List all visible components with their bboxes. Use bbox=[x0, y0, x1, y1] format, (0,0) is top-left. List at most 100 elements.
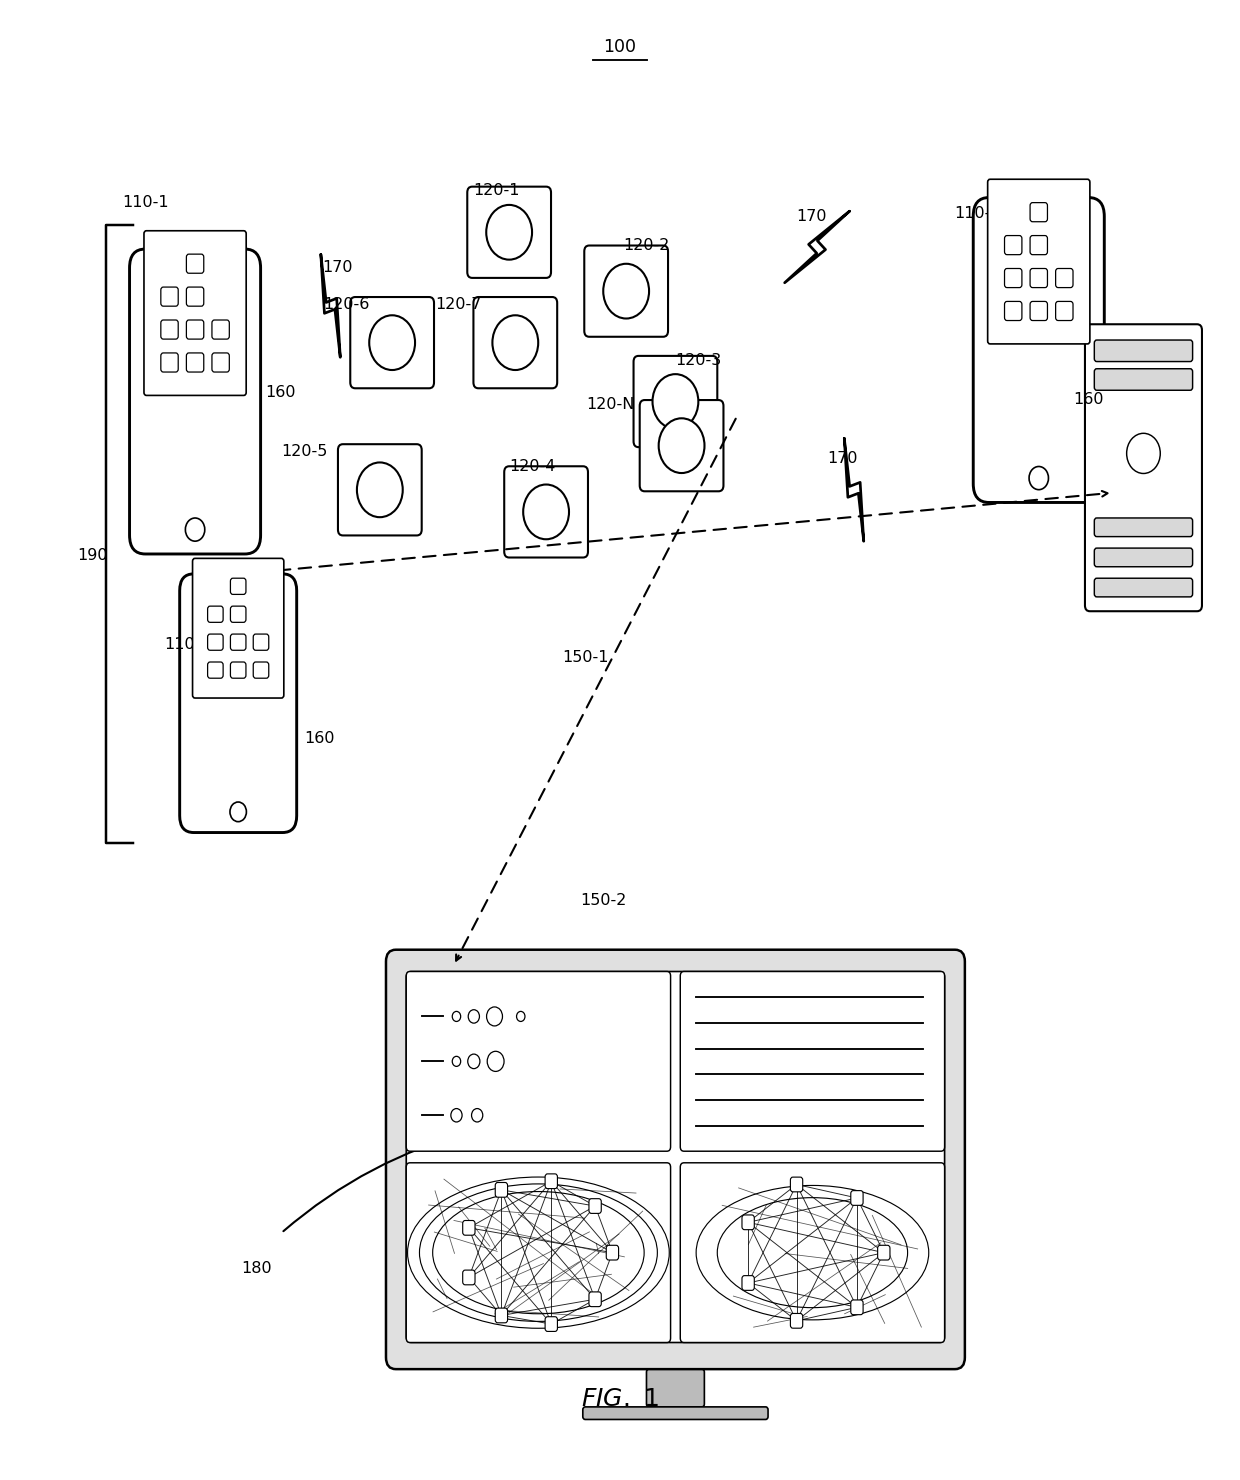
Text: 170: 170 bbox=[322, 260, 352, 275]
FancyBboxPatch shape bbox=[474, 297, 557, 388]
FancyBboxPatch shape bbox=[790, 1313, 802, 1328]
Text: 160: 160 bbox=[1074, 392, 1104, 407]
FancyBboxPatch shape bbox=[407, 971, 945, 1342]
Circle shape bbox=[357, 462, 403, 517]
FancyBboxPatch shape bbox=[1004, 302, 1022, 321]
FancyBboxPatch shape bbox=[546, 1174, 558, 1188]
FancyBboxPatch shape bbox=[495, 1183, 507, 1197]
FancyBboxPatch shape bbox=[386, 950, 965, 1369]
FancyBboxPatch shape bbox=[463, 1221, 475, 1236]
Circle shape bbox=[486, 1006, 502, 1026]
FancyBboxPatch shape bbox=[1055, 302, 1073, 321]
FancyBboxPatch shape bbox=[973, 197, 1105, 503]
Circle shape bbox=[603, 263, 649, 318]
Circle shape bbox=[453, 1011, 461, 1021]
FancyBboxPatch shape bbox=[186, 320, 203, 339]
Text: 120-6: 120-6 bbox=[324, 297, 370, 312]
FancyBboxPatch shape bbox=[634, 355, 717, 447]
Circle shape bbox=[185, 518, 205, 542]
Text: 170: 170 bbox=[827, 451, 857, 466]
FancyBboxPatch shape bbox=[231, 579, 246, 595]
FancyBboxPatch shape bbox=[212, 320, 229, 339]
FancyBboxPatch shape bbox=[192, 558, 284, 699]
Circle shape bbox=[229, 802, 247, 821]
Text: 100: 100 bbox=[604, 37, 636, 56]
FancyBboxPatch shape bbox=[878, 1245, 890, 1259]
FancyBboxPatch shape bbox=[495, 1308, 507, 1323]
FancyBboxPatch shape bbox=[546, 1317, 558, 1332]
Circle shape bbox=[517, 1011, 525, 1021]
FancyBboxPatch shape bbox=[681, 971, 945, 1151]
Circle shape bbox=[492, 315, 538, 370]
FancyBboxPatch shape bbox=[1004, 235, 1022, 255]
FancyBboxPatch shape bbox=[1085, 324, 1202, 611]
FancyBboxPatch shape bbox=[646, 1369, 704, 1407]
FancyBboxPatch shape bbox=[987, 179, 1090, 343]
Text: 120-N: 120-N bbox=[587, 397, 635, 411]
Text: 160: 160 bbox=[265, 385, 296, 400]
FancyBboxPatch shape bbox=[231, 662, 246, 678]
FancyBboxPatch shape bbox=[1095, 369, 1193, 391]
Circle shape bbox=[486, 204, 532, 259]
FancyBboxPatch shape bbox=[253, 633, 269, 650]
FancyBboxPatch shape bbox=[339, 444, 422, 536]
FancyBboxPatch shape bbox=[589, 1292, 601, 1307]
Text: 120-3: 120-3 bbox=[676, 352, 722, 367]
Text: 110-N: 110-N bbox=[164, 636, 213, 651]
FancyBboxPatch shape bbox=[1055, 268, 1073, 287]
FancyBboxPatch shape bbox=[231, 607, 246, 622]
Text: 170: 170 bbox=[796, 209, 827, 223]
FancyBboxPatch shape bbox=[161, 320, 179, 339]
Text: 110-2: 110-2 bbox=[954, 206, 1001, 221]
FancyBboxPatch shape bbox=[207, 607, 223, 622]
FancyBboxPatch shape bbox=[212, 352, 229, 371]
Circle shape bbox=[523, 484, 569, 539]
Circle shape bbox=[1029, 466, 1049, 490]
FancyBboxPatch shape bbox=[253, 662, 269, 678]
FancyBboxPatch shape bbox=[186, 352, 203, 371]
FancyBboxPatch shape bbox=[186, 255, 203, 274]
FancyBboxPatch shape bbox=[1095, 340, 1193, 361]
FancyBboxPatch shape bbox=[1030, 235, 1048, 255]
FancyBboxPatch shape bbox=[1095, 518, 1193, 537]
Text: 150-2: 150-2 bbox=[580, 892, 627, 907]
FancyBboxPatch shape bbox=[129, 249, 260, 554]
FancyBboxPatch shape bbox=[584, 246, 668, 337]
Circle shape bbox=[453, 1057, 461, 1067]
FancyBboxPatch shape bbox=[1030, 268, 1048, 287]
FancyBboxPatch shape bbox=[144, 231, 247, 395]
FancyBboxPatch shape bbox=[851, 1299, 863, 1314]
FancyBboxPatch shape bbox=[161, 352, 179, 371]
Text: 130: 130 bbox=[1122, 371, 1153, 386]
Text: 140: 140 bbox=[682, 1283, 713, 1298]
FancyBboxPatch shape bbox=[207, 633, 223, 650]
FancyBboxPatch shape bbox=[583, 1407, 768, 1419]
FancyBboxPatch shape bbox=[742, 1276, 754, 1291]
Circle shape bbox=[451, 1109, 463, 1122]
Text: 160: 160 bbox=[305, 731, 335, 746]
Text: 120-2: 120-2 bbox=[624, 238, 670, 253]
Text: $\mathit{FIG.\ 1}$: $\mathit{FIG.\ 1}$ bbox=[582, 1388, 658, 1410]
Circle shape bbox=[652, 374, 698, 429]
FancyBboxPatch shape bbox=[186, 287, 203, 306]
Circle shape bbox=[467, 1054, 480, 1069]
FancyBboxPatch shape bbox=[505, 466, 588, 558]
Text: 190: 190 bbox=[78, 549, 108, 564]
FancyBboxPatch shape bbox=[180, 574, 296, 833]
FancyBboxPatch shape bbox=[589, 1199, 601, 1214]
Circle shape bbox=[370, 315, 415, 370]
FancyBboxPatch shape bbox=[1095, 579, 1193, 596]
FancyBboxPatch shape bbox=[742, 1215, 754, 1230]
Text: 150-1: 150-1 bbox=[562, 650, 609, 665]
Text: 120-1: 120-1 bbox=[474, 184, 520, 198]
FancyBboxPatch shape bbox=[681, 1163, 945, 1342]
Text: 120-7: 120-7 bbox=[435, 297, 482, 312]
FancyBboxPatch shape bbox=[467, 186, 551, 278]
FancyBboxPatch shape bbox=[207, 662, 223, 678]
Circle shape bbox=[469, 1009, 480, 1023]
Text: 180: 180 bbox=[242, 1261, 272, 1276]
Text: 120-5: 120-5 bbox=[281, 444, 329, 459]
Circle shape bbox=[471, 1109, 482, 1122]
Circle shape bbox=[658, 419, 704, 474]
FancyBboxPatch shape bbox=[1004, 268, 1022, 287]
